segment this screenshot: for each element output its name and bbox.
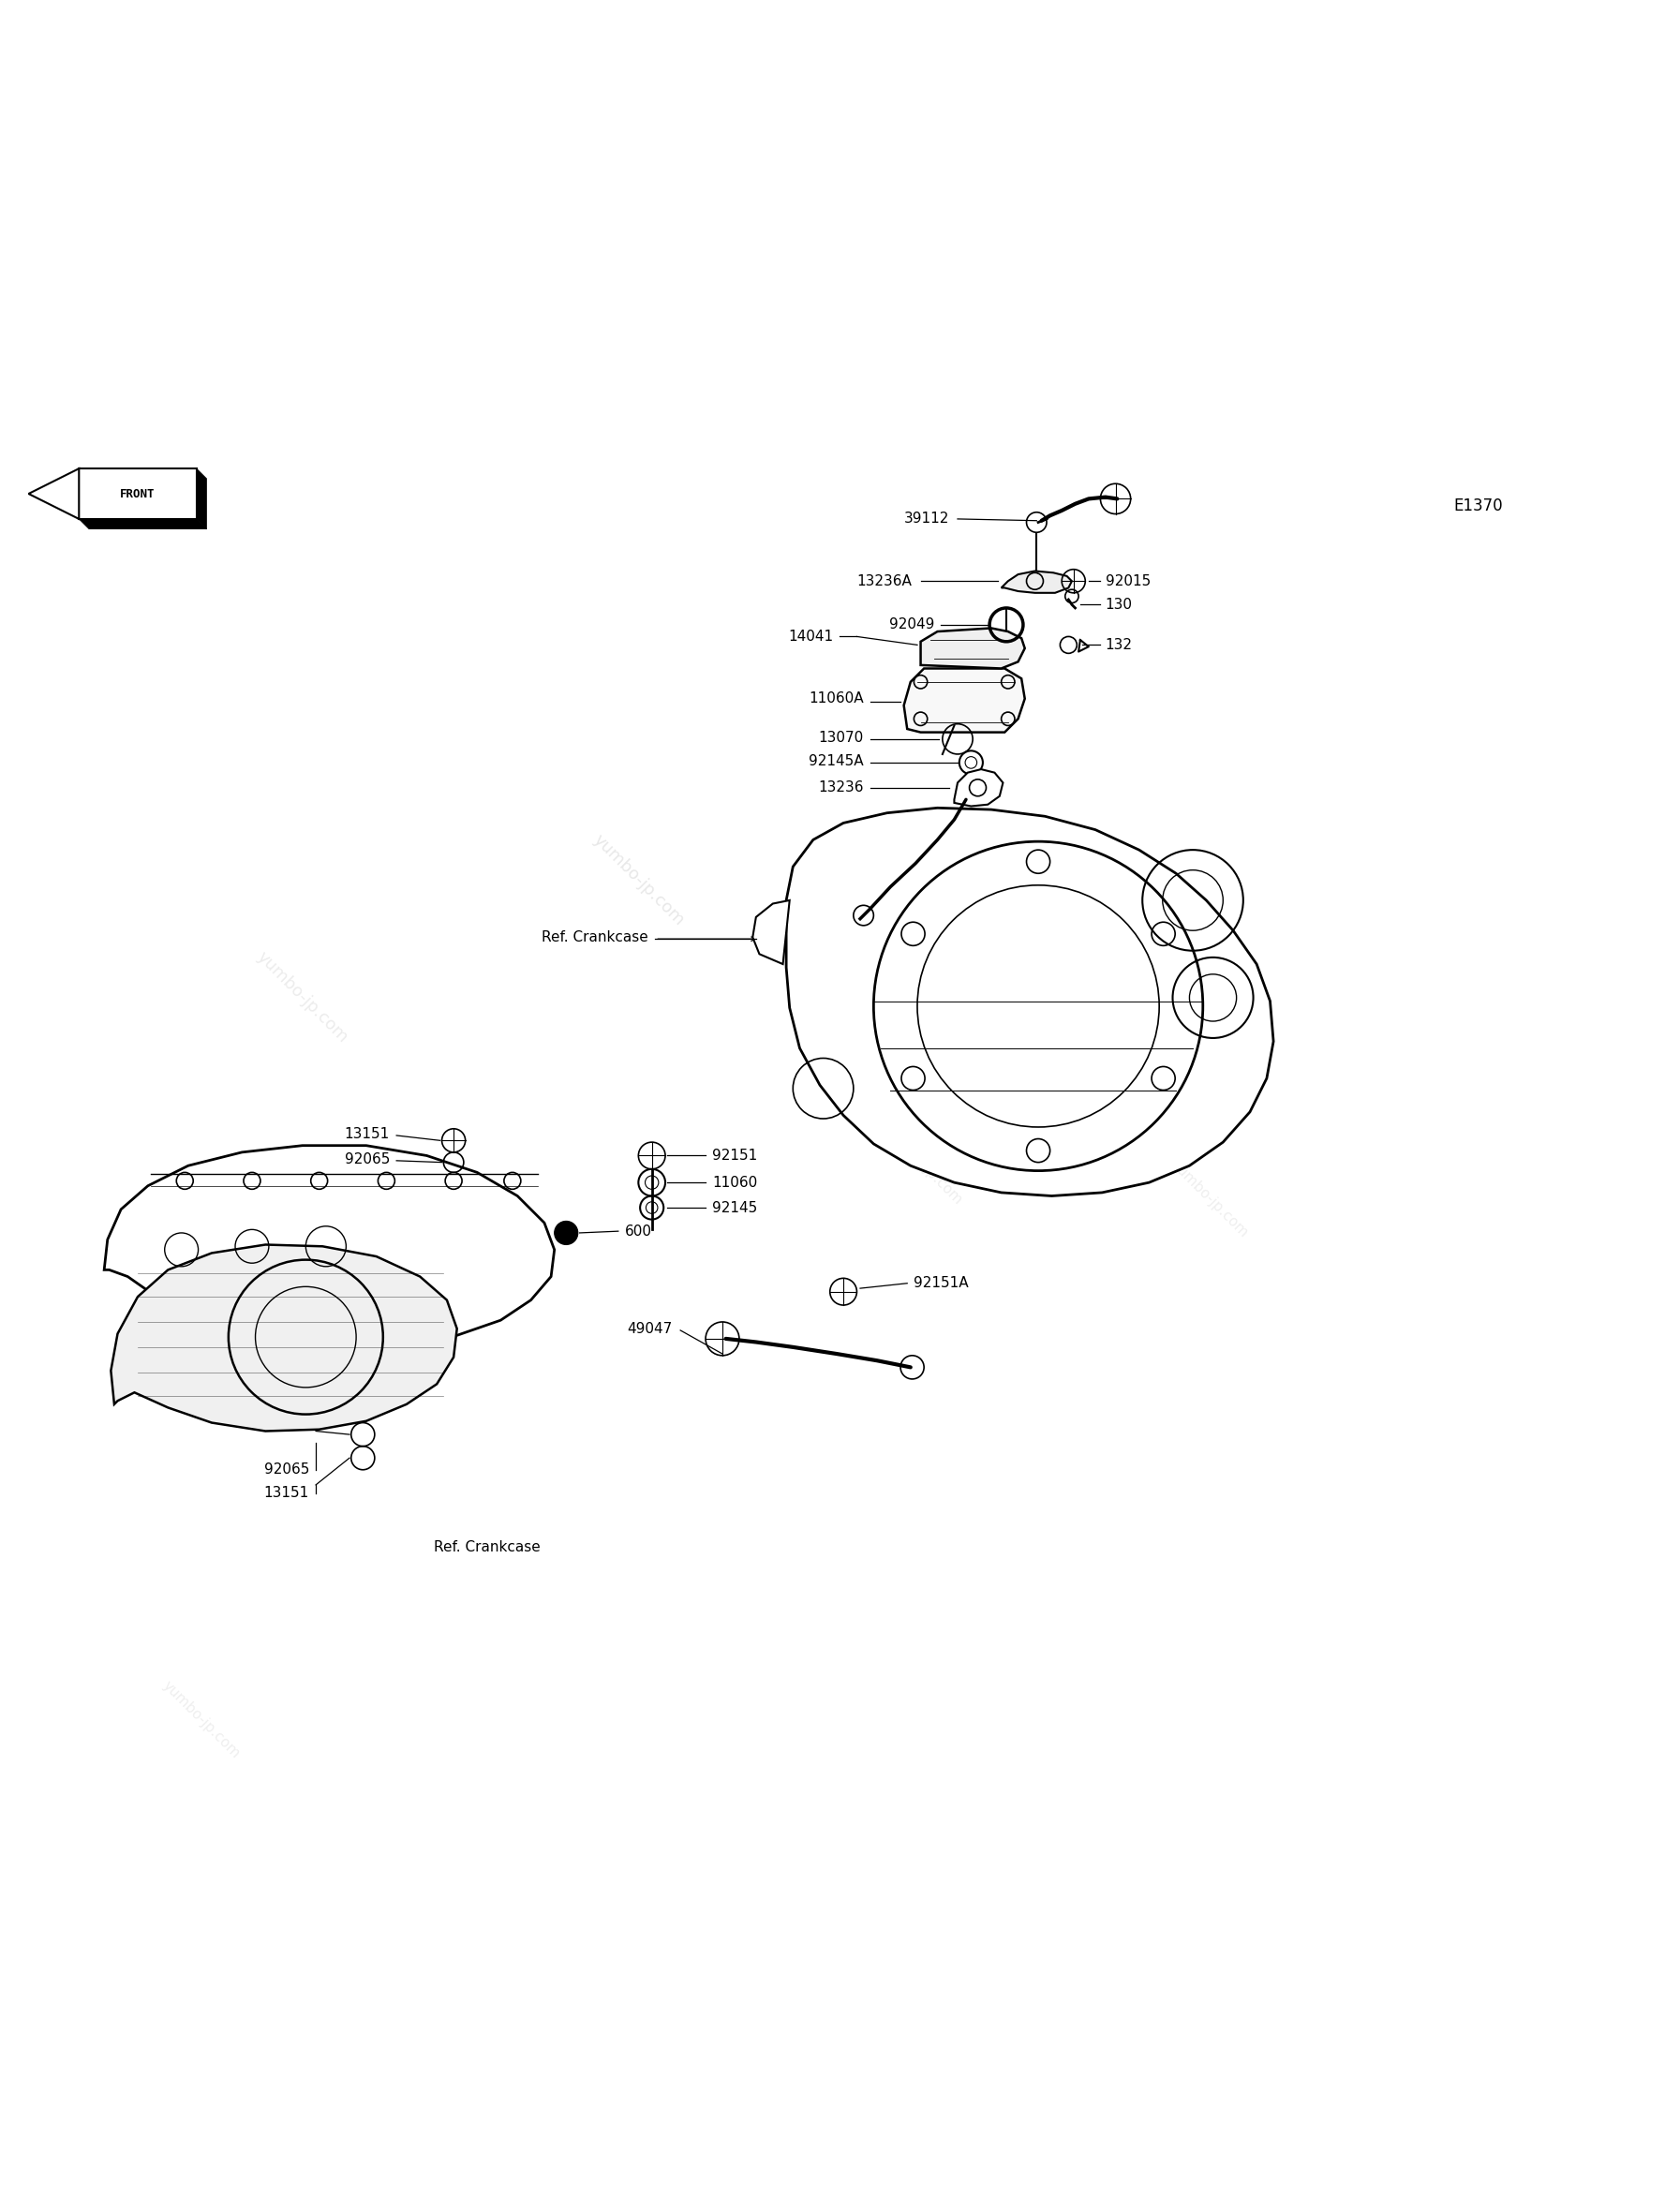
Text: 39112: 39112 <box>904 512 949 525</box>
Text: 49047: 49047 <box>627 1323 672 1336</box>
Text: 92151: 92151 <box>712 1149 758 1162</box>
Circle shape <box>554 1222 578 1246</box>
Polygon shape <box>104 1145 554 1351</box>
Polygon shape <box>197 468 207 529</box>
Text: 13236A: 13236A <box>857 573 912 589</box>
Polygon shape <box>29 468 79 518</box>
Polygon shape <box>786 808 1273 1195</box>
Text: Ref. Crankcase: Ref. Crankcase <box>433 1540 539 1553</box>
Polygon shape <box>753 901 790 964</box>
Polygon shape <box>921 628 1025 668</box>
Text: yumbo-jp.com: yumbo-jp.com <box>882 1125 966 1206</box>
Text: 92065: 92065 <box>344 1151 390 1167</box>
Text: 13236: 13236 <box>818 780 864 795</box>
Text: Ref. Crankcase: Ref. Crankcase <box>543 929 648 945</box>
Text: 92145: 92145 <box>712 1202 758 1215</box>
Polygon shape <box>79 518 207 529</box>
Polygon shape <box>904 668 1025 732</box>
Text: 92065: 92065 <box>264 1463 309 1476</box>
Text: yumbo-jp.com: yumbo-jp.com <box>590 830 687 929</box>
Text: 11060A: 11060A <box>808 692 864 705</box>
Text: 11060: 11060 <box>712 1175 758 1189</box>
Text: 92049: 92049 <box>889 617 934 633</box>
Text: yumbo-jp.com: yumbo-jp.com <box>160 1679 244 1762</box>
Text: 132: 132 <box>1105 637 1132 653</box>
Text: 130: 130 <box>1105 598 1132 611</box>
Text: 600: 600 <box>625 1224 652 1239</box>
Text: 92145A: 92145A <box>808 754 864 769</box>
Text: 92151A: 92151A <box>914 1276 969 1290</box>
Text: E1370: E1370 <box>1453 497 1502 514</box>
Text: yumbo-jp.com: yumbo-jp.com <box>1168 1158 1252 1241</box>
Polygon shape <box>79 468 197 518</box>
Text: 13151: 13151 <box>264 1485 309 1501</box>
Text: 92015: 92015 <box>1105 573 1151 589</box>
Text: yumbo-jp.com: yumbo-jp.com <box>254 949 351 1046</box>
Polygon shape <box>954 769 1003 806</box>
Polygon shape <box>111 1246 457 1430</box>
Polygon shape <box>1001 571 1072 593</box>
Text: 13070: 13070 <box>818 729 864 745</box>
Text: FRONT: FRONT <box>121 488 155 501</box>
Text: 13151: 13151 <box>344 1127 390 1140</box>
Text: 14041: 14041 <box>788 631 833 644</box>
